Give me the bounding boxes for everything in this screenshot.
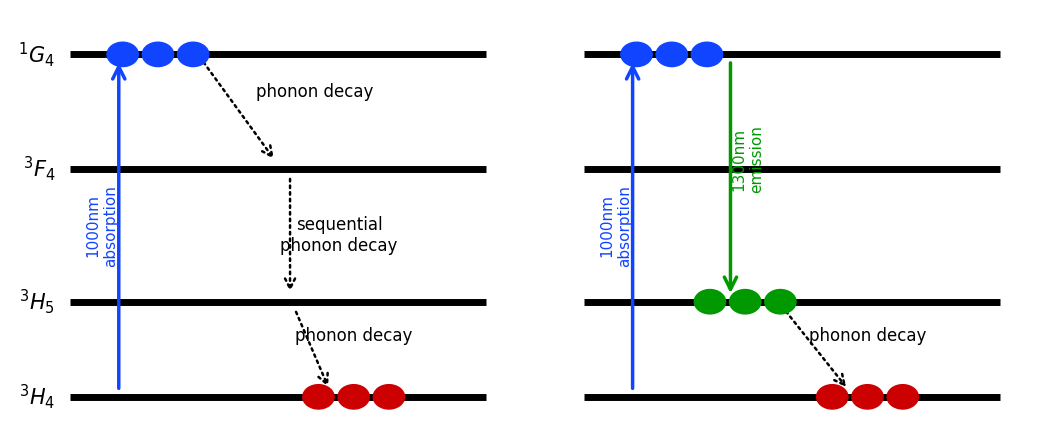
Circle shape (692, 42, 723, 67)
Circle shape (656, 42, 688, 67)
Circle shape (816, 385, 847, 409)
Text: $^{3}H_{4}$: $^{3}H_{4}$ (19, 382, 55, 411)
Text: phonon decay: phonon decay (809, 327, 926, 345)
Circle shape (694, 290, 725, 314)
Circle shape (107, 42, 138, 67)
Text: 1300nm
emission: 1300nm emission (732, 125, 764, 193)
Circle shape (729, 290, 761, 314)
Circle shape (338, 385, 369, 409)
Text: phonon decay: phonon decay (256, 83, 373, 102)
Circle shape (373, 385, 404, 409)
Circle shape (621, 42, 652, 67)
Text: $^{3}F_{4}$: $^{3}F_{4}$ (23, 154, 55, 183)
Circle shape (178, 42, 209, 67)
Text: phonon decay: phonon decay (295, 327, 413, 345)
Text: 1000nm
absorption: 1000nm absorption (86, 185, 118, 266)
Circle shape (887, 385, 919, 409)
Circle shape (765, 290, 796, 314)
Text: sequential
phonon decay: sequential phonon decay (280, 216, 398, 255)
Text: 1000nm
absorption: 1000nm absorption (599, 185, 631, 266)
Circle shape (303, 385, 334, 409)
Circle shape (142, 42, 173, 67)
Circle shape (852, 385, 883, 409)
Text: $^{1}G_{4}$: $^{1}G_{4}$ (19, 40, 55, 69)
Text: $^{3}H_{5}$: $^{3}H_{5}$ (20, 287, 55, 316)
